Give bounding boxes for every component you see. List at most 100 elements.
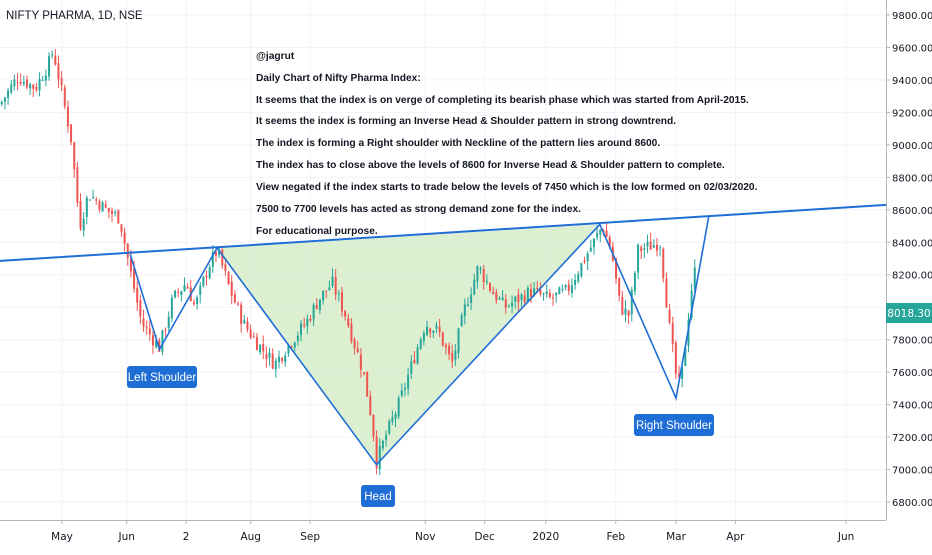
candle-body [391,417,394,422]
candle-body [463,304,466,317]
candle-body [44,75,47,81]
candle-body [555,292,558,296]
candle-body [227,271,230,284]
candle-body [82,218,85,231]
candle-body [155,340,158,348]
candle-body [306,318,309,327]
candle-body [492,291,495,295]
time-tick-label: Nov [415,531,436,543]
candle-body [627,310,630,316]
candle-body [643,248,646,250]
price-tick-label: 9200.00 [892,108,932,119]
candle-body [422,332,425,342]
candle-body [151,335,154,346]
candle-body [416,347,419,364]
price-tick-label: 8400.00 [892,238,932,249]
price-axis[interactable]: 6800.00 7000.00 7200.00 7400.00 7600.00 7800.… [886,0,932,550]
price-tick-label: 7200.00 [892,433,932,444]
candle-body [63,87,66,107]
candle-body [678,374,681,377]
candle-body [35,86,38,91]
candle-body [281,357,284,361]
price-tick-label: 9000.00 [892,141,932,152]
candle-body [196,297,199,304]
candle-body [580,262,583,277]
candle-body [403,387,406,390]
pattern-drawings[interactable] [0,203,887,466]
candle-body [353,339,356,349]
candle-body [410,361,413,374]
candle-body [659,247,662,249]
candle-body [344,310,347,317]
candle-body [507,305,510,307]
candle-body [652,245,655,248]
note-line: View negated if the index starts to trad… [256,182,758,193]
candle-body [177,291,180,293]
right-shoulder-label[interactable]: Right Shoulder [634,414,714,436]
candle-body [214,251,217,256]
candle-body [161,330,164,352]
candle-body [630,289,633,315]
candle-body [221,249,224,266]
candle-body [378,445,381,470]
candle-body [218,249,221,256]
candle-body [73,142,76,170]
candle-body [479,268,482,270]
price-tick-label: 9400.00 [892,76,932,87]
candle-body [265,353,268,360]
candle-body [284,355,287,363]
candle-body [233,294,236,303]
candle-body [290,346,293,348]
candle-body [517,294,520,303]
candle-body [548,292,551,298]
last-price-badge: 8018.30 [886,303,932,323]
time-tick-label: Mar [666,531,686,543]
note-line: The index is forming a Right shoulder wi… [256,138,660,149]
candle-body [592,238,595,247]
head-label[interactable]: Head [361,485,395,507]
left-shoulder-label[interactable]: Left Shoulder [127,366,197,388]
candle-body [296,335,299,341]
candle-body [85,197,88,217]
candle-body [589,247,592,252]
candle-body [224,264,227,272]
candle-body [126,243,129,258]
candle-body [359,354,362,370]
time-tick-label: 2020 [532,531,559,543]
candle-body [92,197,95,199]
time-axis[interactable]: May Jun 2 Aug Sep Nov Dec 2020 Feb Mar Apr Jun [0,520,886,543]
candle-body [473,279,476,295]
candle-body [98,201,101,210]
candle-body [76,167,79,203]
candle-body [498,298,501,300]
candle-body [199,285,202,296]
candle-body [388,420,391,434]
candle-body [640,247,643,252]
head-fill-area [217,224,600,465]
candle-body [104,204,107,208]
note-line: @jagrut [256,51,295,62]
candle-body [328,287,331,291]
candle-body [577,274,580,282]
candle-body [523,295,526,303]
note-line: Daily Chart of Nifty Pharma Index: [256,73,421,84]
candle-body [10,84,13,93]
candle-body [192,302,195,304]
candle-body [186,286,189,289]
candle-body [70,124,73,143]
candle-body [485,281,488,283]
candle-body [303,324,306,326]
price-tick-label: 8800.00 [892,173,932,184]
candle-body [501,297,504,301]
candle-body [180,291,183,296]
candle-body [133,269,136,289]
time-tick-label: 2 [183,531,190,543]
candle-body [66,106,69,127]
candle-body [674,342,677,374]
time-tick-label: Feb [606,531,625,543]
candle-body [489,283,492,291]
price-tick-label: 7400.00 [892,401,932,412]
candle-body [183,285,186,291]
candle-body [322,290,325,301]
